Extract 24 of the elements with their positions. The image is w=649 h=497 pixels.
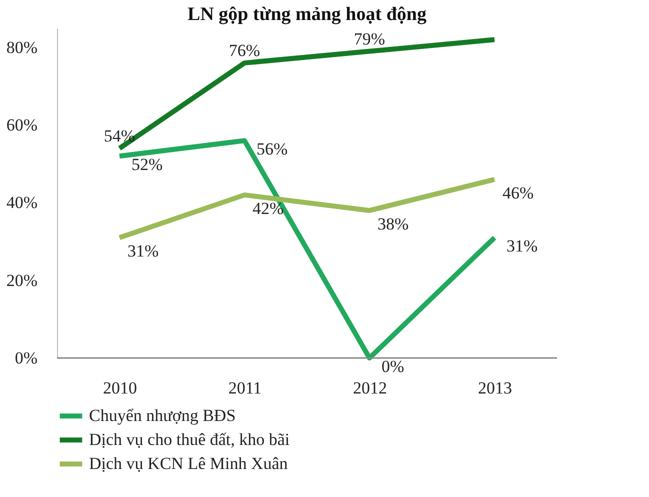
data-label: 52%: [132, 155, 163, 174]
y-tick-label: 80%: [6, 38, 38, 57]
data-label: 54%: [104, 126, 136, 146]
y-tick-label: 20%: [6, 270, 38, 290]
y-tick-label: 60%: [6, 116, 38, 135]
data-label: 0%: [382, 357, 404, 376]
data-label: 56%: [256, 140, 288, 159]
legend-label: Dịch vụ cho thuê đất, kho bãi: [89, 430, 290, 449]
legend-label: Chuyển nhượng BĐS: [89, 406, 236, 425]
x-tick-label: 2010: [103, 378, 137, 398]
data-label: 42%: [252, 198, 284, 218]
x-tick-label: 2011: [228, 378, 262, 398]
legend-label: Dịch vụ KCN Lê Minh Xuân: [89, 454, 288, 473]
data-label: 79%: [354, 29, 386, 48]
data-label: 46%: [502, 183, 534, 202]
data-label: 31%: [128, 242, 159, 261]
y-tick-label: 40%: [6, 193, 38, 212]
y-tick-label: 0%: [14, 348, 38, 368]
data-label: 31%: [506, 236, 538, 256]
chart-title: LN gộp từng mảng hoạt động: [188, 4, 427, 25]
x-tick-label: 2012: [353, 378, 387, 398]
data-label: 38%: [378, 214, 409, 234]
x-tick-label: 2013: [478, 378, 512, 398]
data-label: 76%: [228, 40, 260, 60]
